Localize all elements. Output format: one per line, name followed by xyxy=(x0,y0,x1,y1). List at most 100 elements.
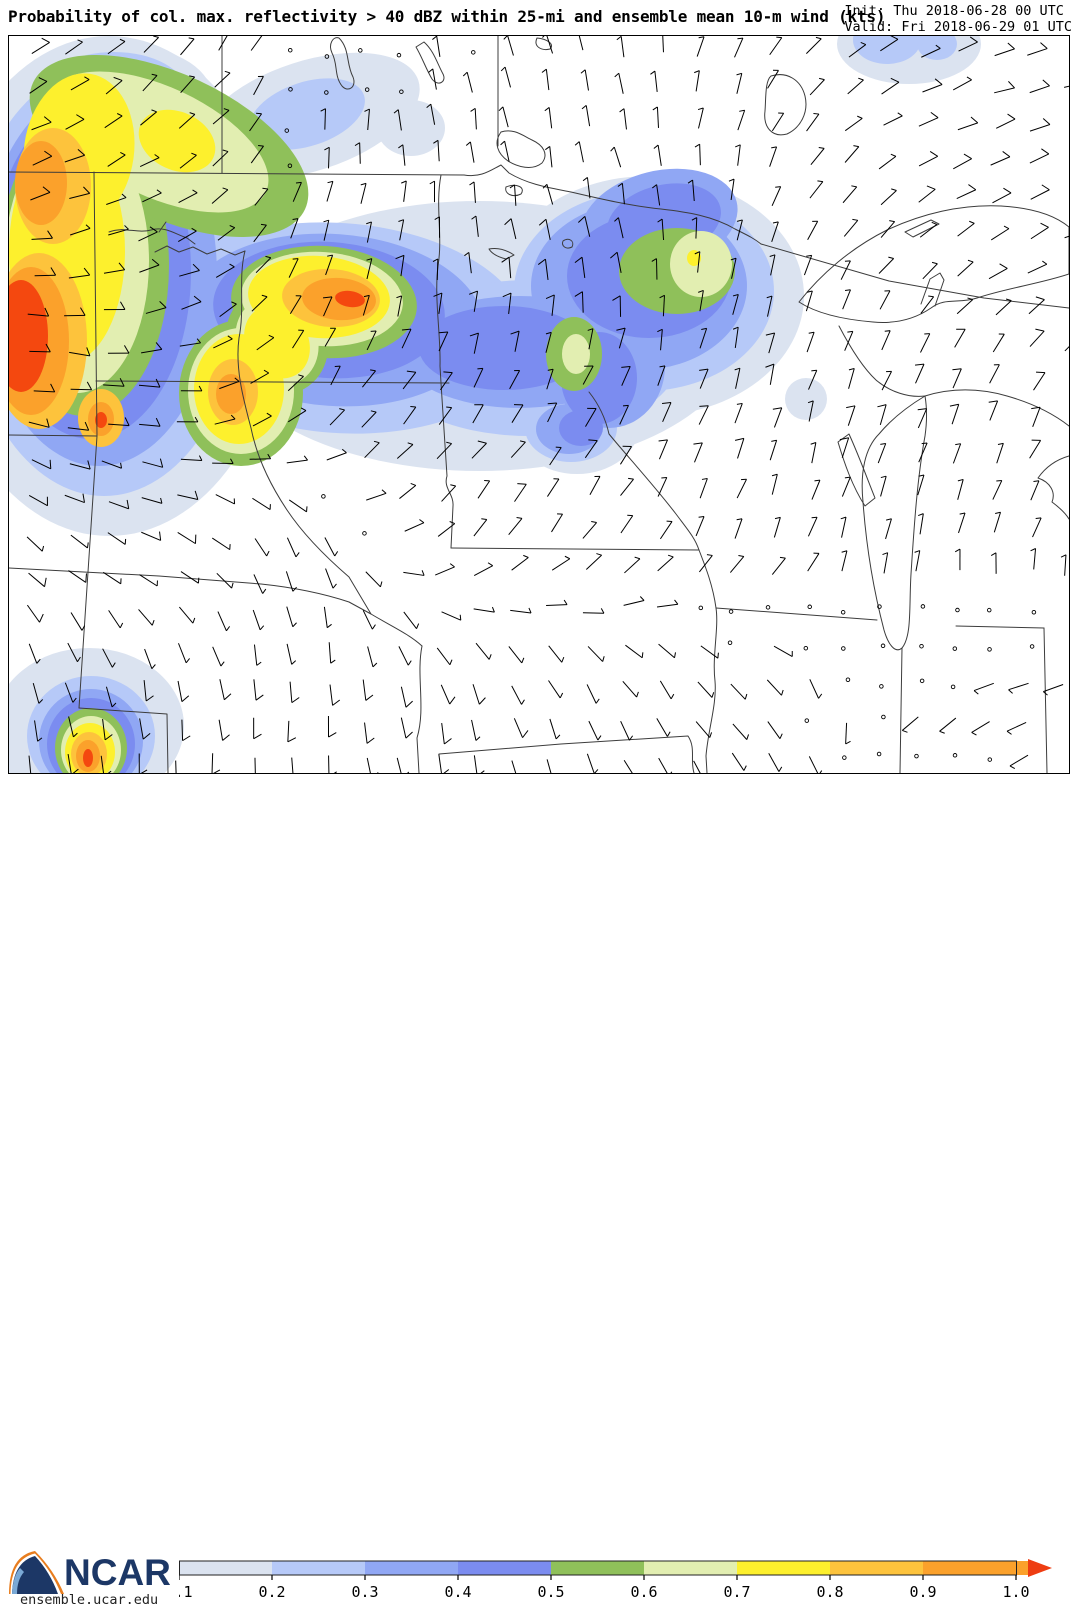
wind-barb xyxy=(699,406,708,407)
wind-barb xyxy=(549,646,562,662)
wind-barb xyxy=(401,181,406,183)
wind-barb xyxy=(1043,80,1050,86)
wind-barb xyxy=(35,275,56,276)
wind-barb xyxy=(232,583,233,588)
wind-barb xyxy=(296,552,299,556)
wind-barb xyxy=(1065,336,1069,351)
wind-barb xyxy=(1036,297,1045,300)
wind-barb xyxy=(878,443,886,463)
calm-wind-dot xyxy=(921,605,925,609)
wind-barb xyxy=(819,147,824,148)
wind-barb xyxy=(953,80,971,90)
wind-barb xyxy=(624,601,644,606)
wind-barb xyxy=(267,551,269,556)
wind-barb xyxy=(1008,81,1014,88)
wind-barb xyxy=(1027,49,1047,56)
wind-barb xyxy=(812,480,820,499)
wind-barb xyxy=(915,364,924,365)
wind-barb xyxy=(442,612,461,620)
wind-barb xyxy=(545,107,549,110)
wind-barb xyxy=(450,485,455,486)
wind-barb xyxy=(226,626,229,630)
wind-barb xyxy=(958,123,978,130)
wind-barb xyxy=(700,478,707,498)
calm-wind-dot xyxy=(987,608,991,612)
wind-barb xyxy=(732,753,744,770)
wind-barb xyxy=(675,652,676,657)
wind-barb xyxy=(406,701,413,707)
wind-barb xyxy=(579,142,583,163)
wind-barb xyxy=(603,656,605,661)
wind-barb xyxy=(542,69,546,72)
wind-barb xyxy=(770,440,776,460)
wind-barb xyxy=(619,73,623,94)
wind-barb xyxy=(263,589,266,593)
wind-barb xyxy=(625,645,642,658)
wind-barb xyxy=(707,555,712,556)
wind-barb xyxy=(366,695,373,700)
wind-barb xyxy=(772,558,785,574)
wind-barb xyxy=(596,554,601,556)
wind-barb xyxy=(363,680,366,701)
wind-barb xyxy=(842,551,847,571)
wind-barb xyxy=(810,182,823,199)
wind-barb xyxy=(994,512,1000,532)
wind-barb xyxy=(877,405,886,407)
wind-barb xyxy=(178,643,186,663)
wind-barb xyxy=(397,758,402,773)
wind-barb xyxy=(176,761,177,773)
wind-barb xyxy=(812,517,817,518)
wind-barb xyxy=(1033,518,1042,537)
wind-barb xyxy=(140,575,158,586)
wind-barb xyxy=(556,735,560,739)
wind-barb xyxy=(654,145,658,148)
wind-barb xyxy=(940,731,945,733)
wind-barb xyxy=(469,182,474,185)
wind-barb xyxy=(333,700,340,705)
calm-wind-dot xyxy=(358,49,362,53)
wind-barb xyxy=(402,772,408,773)
geo-line xyxy=(905,220,939,237)
wind-barb xyxy=(698,682,712,698)
wind-barb xyxy=(663,36,664,52)
wind-barb xyxy=(327,624,331,627)
wind-barb xyxy=(696,722,710,738)
wind-barb xyxy=(560,693,562,698)
wind-barb xyxy=(920,514,923,535)
wind-barb xyxy=(546,605,567,606)
calm-wind-dot xyxy=(766,606,770,610)
wind-barb xyxy=(403,572,424,575)
wind-barb xyxy=(327,181,333,201)
calm-wind-dot xyxy=(951,685,955,689)
wind-barb xyxy=(923,264,938,279)
colorbar-tick-label: 0.6 xyxy=(630,1583,657,1601)
calm-wind-dot xyxy=(842,647,846,651)
wind-barb xyxy=(292,661,296,665)
wind-barb xyxy=(932,262,937,263)
wind-barb xyxy=(575,142,579,146)
wind-barb xyxy=(886,519,892,539)
wind-barb xyxy=(661,477,666,478)
wind-barb xyxy=(512,558,529,571)
wind-barb xyxy=(360,143,361,164)
wind-barb xyxy=(735,38,743,57)
wind-barb xyxy=(594,769,598,773)
wind-barb xyxy=(733,724,747,740)
wind-barb xyxy=(657,107,658,128)
wind-barb xyxy=(437,36,440,57)
wind-barb xyxy=(213,647,221,666)
prob-contour-l6 xyxy=(562,334,590,374)
wind-barb xyxy=(659,644,675,658)
wind-barb xyxy=(183,736,191,741)
wind-barb xyxy=(858,78,863,80)
wind-barb xyxy=(881,190,896,204)
colorbar-tick-label: 0.1 xyxy=(179,1583,193,1601)
wind-barb xyxy=(658,557,674,571)
wind-barb xyxy=(463,72,467,76)
wind-barb xyxy=(220,679,224,700)
calm-wind-dot xyxy=(988,758,992,762)
init-time: Init: Thu 2018-06-28 00 UTC xyxy=(844,3,1063,19)
wind-barb xyxy=(671,694,674,699)
wind-barb xyxy=(653,107,658,110)
wind-barb xyxy=(261,224,266,225)
